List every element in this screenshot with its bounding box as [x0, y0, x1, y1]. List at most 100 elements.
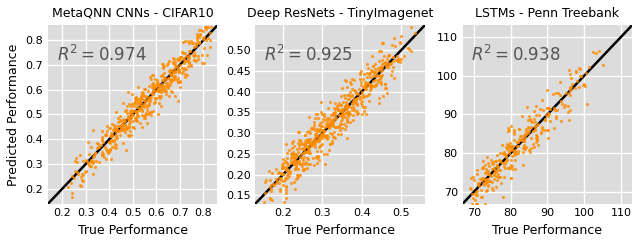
Text: $R^2 = 0.974$: $R^2 = 0.974$	[56, 44, 147, 64]
Point	[357, 99, 367, 103]
Point	[131, 109, 141, 113]
Point	[330, 110, 340, 114]
Point	[90, 165, 100, 169]
Point	[145, 96, 155, 100]
Point	[159, 76, 169, 80]
Point	[395, 41, 405, 45]
Point	[122, 104, 132, 108]
Point	[506, 148, 516, 152]
Point	[321, 134, 331, 138]
Point	[205, 38, 215, 42]
Point	[336, 122, 346, 126]
Point	[376, 41, 387, 45]
Point	[315, 127, 325, 131]
Point	[84, 164, 95, 168]
Point	[565, 108, 575, 112]
Point	[284, 163, 294, 167]
Point	[303, 162, 313, 166]
Point	[516, 114, 527, 118]
Point	[499, 175, 509, 179]
Point	[375, 77, 385, 81]
Point	[159, 87, 169, 91]
Point	[112, 127, 122, 131]
Point	[330, 112, 340, 115]
Point	[319, 129, 329, 133]
Point	[132, 102, 143, 106]
Point	[70, 159, 81, 163]
Point	[368, 84, 378, 88]
Point	[339, 127, 349, 131]
Point	[509, 130, 520, 134]
Point	[173, 58, 183, 62]
Point	[342, 117, 352, 121]
Point	[303, 149, 313, 153]
Point	[505, 165, 515, 169]
Point	[135, 101, 145, 105]
Point	[326, 142, 337, 145]
Point	[125, 114, 136, 118]
Point	[179, 61, 189, 65]
Point	[380, 60, 390, 64]
Point	[563, 110, 573, 114]
Point	[374, 74, 385, 78]
Point	[323, 135, 333, 139]
Point	[277, 172, 287, 176]
Point	[344, 97, 354, 101]
Point	[477, 195, 487, 199]
Point	[381, 91, 392, 95]
Point	[531, 133, 541, 137]
Point	[112, 136, 122, 140]
Point	[524, 148, 534, 152]
Point	[291, 164, 301, 168]
Point	[371, 70, 381, 73]
Point	[321, 122, 331, 126]
Point	[483, 172, 493, 176]
Point	[97, 137, 107, 141]
Point	[169, 61, 179, 65]
Point	[333, 125, 344, 129]
Point	[516, 138, 526, 142]
Point	[200, 25, 211, 29]
Point	[478, 181, 488, 185]
Point	[118, 122, 128, 126]
Point	[470, 190, 481, 194]
Point	[493, 168, 503, 172]
Point	[204, 31, 214, 35]
Point	[369, 67, 380, 71]
Point	[316, 101, 326, 104]
Point	[499, 152, 509, 155]
Point	[328, 123, 338, 127]
Point	[90, 151, 100, 155]
Point	[299, 146, 309, 150]
Point	[148, 73, 159, 77]
Point	[337, 117, 347, 121]
Point	[177, 71, 188, 74]
Point	[109, 127, 120, 131]
Point	[280, 165, 291, 169]
Point	[300, 140, 310, 143]
Point	[477, 178, 488, 182]
Point	[150, 100, 160, 103]
Point	[291, 159, 301, 163]
Point	[344, 111, 354, 114]
Point	[311, 132, 321, 136]
Point	[143, 112, 154, 115]
Point	[173, 68, 184, 72]
Point	[598, 63, 608, 67]
Point	[590, 51, 600, 55]
Point	[536, 131, 547, 134]
Point	[335, 128, 345, 132]
Point	[472, 168, 482, 172]
Point	[358, 95, 368, 99]
Point	[266, 189, 276, 193]
Point	[488, 160, 498, 163]
Point	[314, 144, 324, 148]
Point	[465, 186, 476, 190]
Point	[493, 165, 503, 169]
Point	[301, 138, 311, 142]
Point	[286, 181, 296, 185]
Point	[106, 148, 116, 152]
Point	[339, 115, 349, 119]
Point	[111, 134, 122, 138]
Point	[271, 177, 282, 181]
